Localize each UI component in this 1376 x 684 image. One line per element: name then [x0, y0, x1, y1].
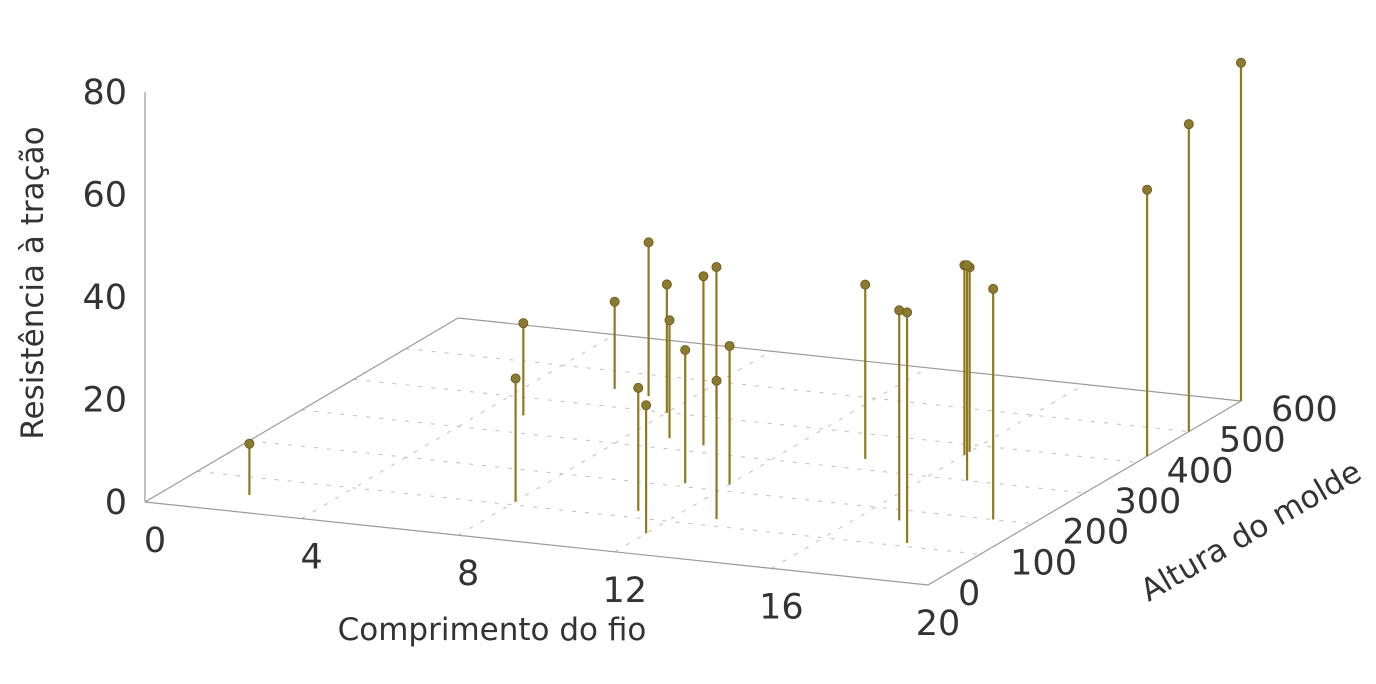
z-tick-label: 60 [82, 176, 127, 216]
z-tick-label: 0 [105, 483, 127, 523]
data-point [680, 345, 691, 355]
data-stems [244, 57, 1246, 543]
data-point [244, 438, 255, 449]
x-tick-label: 8 [457, 554, 479, 594]
data-point [724, 340, 735, 351]
data-point [664, 315, 675, 326]
x-tick-label: 4 [300, 538, 322, 578]
x-tick-label: 12 [603, 571, 648, 611]
data-point [962, 260, 973, 271]
floor-and-wall-grid [197, 334, 1189, 569]
x-tick-label: 20 [916, 604, 961, 644]
x-tick-label: 16 [759, 587, 804, 627]
z-tick-label: 20 [82, 381, 127, 421]
data-point [661, 279, 672, 290]
floor-grid-line-y [405, 348, 1189, 433]
floor-grid-line-x [614, 367, 929, 553]
y-tick-label: 600 [1271, 390, 1338, 430]
data-point [711, 375, 722, 386]
y-tick-label: 500 [1219, 421, 1286, 461]
data-point [609, 296, 620, 307]
data-point [1142, 184, 1153, 195]
x-axis-title: Comprimento do fio [338, 612, 647, 648]
data-point [988, 283, 999, 294]
y-tick-label: 0 [958, 574, 980, 614]
floor-grid-line-x [771, 383, 1085, 569]
data-point [860, 279, 871, 290]
y-tick-label: 100 [1010, 543, 1077, 583]
back-floor-edge [144, 317, 459, 503]
data-point [643, 237, 654, 248]
floor-grid-line-y [353, 378, 1137, 463]
data-point [510, 373, 521, 384]
data-point [698, 271, 709, 282]
z-tick-label: 80 [82, 73, 127, 113]
back-floor-edge-far [457, 317, 1242, 402]
data-point [1183, 119, 1194, 130]
data-point [711, 262, 722, 273]
y-tick-label: 200 [1062, 513, 1129, 553]
z-tick-label: 40 [82, 278, 127, 318]
data-point [1236, 57, 1246, 68]
data-point [902, 307, 913, 318]
y-tick-label: 300 [1115, 482, 1182, 522]
x-axis-line [144, 501, 929, 586]
x-tick-label: 0 [144, 521, 166, 561]
z-axis-title: Resistência à tração [15, 126, 51, 439]
y-tick-label: 400 [1167, 451, 1234, 491]
floor-grid-line-y [197, 470, 981, 555]
floor-grid-line-y [249, 440, 1033, 525]
data-point [641, 400, 652, 411]
data-point [633, 382, 644, 393]
floor-grid-line-y [301, 409, 1085, 494]
axes [144, 92, 1242, 586]
data-point [518, 318, 529, 329]
